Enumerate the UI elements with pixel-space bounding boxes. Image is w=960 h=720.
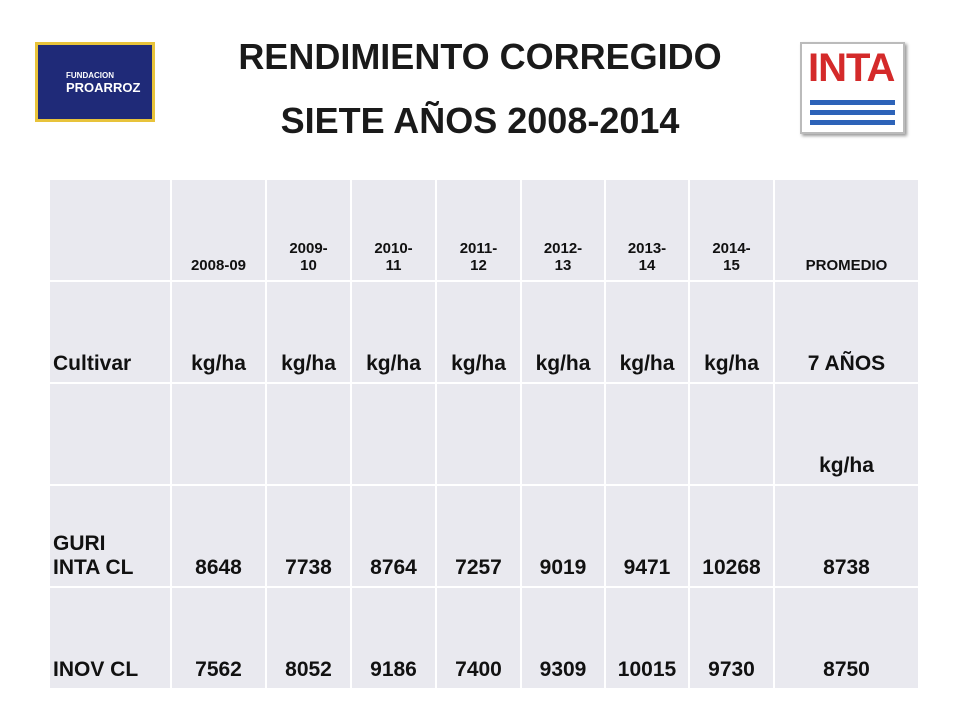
cell-text: 9186 (370, 658, 417, 681)
cell-text: 8738 (823, 556, 870, 579)
table-cell (520, 382, 606, 486)
logo-text: INTA (808, 46, 895, 90)
cell-text: 8764 (370, 556, 417, 579)
title-line: RENDIMIENTO CORREGIDO (238, 36, 722, 77)
cell-text: kg/ha (451, 352, 506, 375)
inta-logo: INTA (800, 42, 905, 134)
table-cell: 9471 (604, 484, 690, 588)
cell-text: 2013-14 (627, 240, 667, 274)
table-cell: 2012-13 (520, 178, 606, 282)
cell-text: 8648 (195, 556, 242, 579)
table-cell: INOV CL (48, 586, 172, 690)
cell-text: Cultivar (53, 352, 132, 375)
stripe (810, 110, 895, 115)
cell-text: 2008-09 (190, 257, 247, 274)
table-cell (350, 382, 437, 486)
table-cell: kg/ha (170, 280, 267, 384)
cell-text: 7562 (195, 658, 242, 681)
table-cell: 9730 (688, 586, 775, 690)
table-cell: PROMEDIO (773, 178, 920, 282)
cell-text: 8750 (823, 658, 870, 681)
table-row: Cultivar kg/ha kg/ha kg/ha kg/ha kg/ha kg/ha kg… (48, 280, 920, 384)
cell-text: kg/ha (535, 352, 591, 375)
table-row: kg/ha (48, 382, 920, 486)
table-cell: 7562 (170, 586, 267, 690)
cell-text: 7400 (455, 658, 502, 681)
table-cell: kg/ha (688, 280, 775, 384)
table-cell: 7400 (435, 586, 522, 690)
table-cell: kg/ha (520, 280, 606, 384)
table-cell (265, 382, 352, 486)
table-cell (435, 382, 522, 486)
cell-text: 10015 (617, 658, 677, 681)
table-cell: 8648 (170, 484, 267, 588)
table-cell (48, 382, 172, 486)
table-cell: 7 AÑOS (773, 280, 920, 384)
table-cell (688, 382, 775, 486)
table-cell: 8052 (265, 586, 352, 690)
cell-text: 9309 (539, 658, 587, 681)
yield-table: 2008-09 2009-10 2010-11 2011-12 2012-13 2013-… (48, 178, 920, 690)
cell-text: kg/ha (366, 352, 421, 375)
cell-text: kg/ha (819, 454, 874, 477)
table-row: GURI INTA CL 8648 7738 8764 7257 9019 9471 1026… (48, 484, 920, 588)
cell-text: 10268 (702, 556, 761, 579)
table-cell: 2013-14 (604, 178, 690, 282)
table-cell: 7738 (265, 484, 352, 588)
stripe (810, 100, 895, 105)
table-cell (48, 178, 172, 282)
table-cell: 9309 (520, 586, 606, 690)
logo-text: PROARROZ (66, 80, 141, 95)
stripe (810, 120, 895, 125)
logo-small-text: FUNDACION (66, 71, 114, 80)
cell-text: 2014-15 (712, 240, 751, 274)
cell-text: 2009-10 (289, 240, 328, 274)
table-cell: kg/ha (265, 280, 352, 384)
cell-text: 7 AÑOS (807, 352, 886, 375)
table-cell: Cultivar (48, 280, 172, 384)
table-cell: 2008-09 (170, 178, 267, 282)
cell-text: 7738 (285, 556, 332, 579)
title-line: SIETE AÑOS 2008-2014 (280, 100, 680, 141)
cell-text: 7257 (455, 556, 502, 579)
cell-text: 2010-11 (374, 240, 413, 274)
table-cell: kg/ha (435, 280, 522, 384)
table-cell: 10268 (688, 484, 775, 588)
table-cell: 8764 (350, 484, 437, 588)
cell-text: 2011-12 (459, 240, 498, 274)
table-cell: 8738 (773, 484, 920, 588)
cell-text: GURI INTA CL (53, 532, 134, 579)
cell-text: kg/ha (191, 352, 246, 375)
table-row: INOV CL 7562 8052 9186 7400 9309 10015 9730 8750 (48, 586, 920, 690)
table-cell: 7257 (435, 484, 522, 588)
cell-text: 9730 (708, 658, 755, 681)
table-cell: 8750 (773, 586, 920, 690)
table-cell: GURI INTA CL (48, 484, 172, 588)
cell-text: 9019 (539, 556, 587, 579)
cell-text: kg/ha (281, 352, 336, 375)
cell-text: 2012-13 (543, 240, 583, 274)
table-cell: 2011-12 (435, 178, 522, 282)
table-cell: 9186 (350, 586, 437, 690)
table-cell: kg/ha (350, 280, 437, 384)
cell-text: 8052 (285, 658, 332, 681)
table-cell: 2014-15 (688, 178, 775, 282)
table-cell: 10015 (604, 586, 690, 690)
cell-text: INOV CL (53, 658, 139, 681)
cell-text: kg/ha (704, 352, 759, 375)
table-cell (170, 382, 267, 486)
cell-text: PROMEDIO (805, 257, 888, 274)
table-cell: kg/ha (604, 280, 690, 384)
table-cell: 2010-11 (350, 178, 437, 282)
table-row: 2008-09 2009-10 2010-11 2011-12 2012-13 2013-… (48, 178, 920, 282)
table-cell: kg/ha (773, 382, 920, 486)
proarroz-logo: FUNDACION PROARROZ (35, 42, 155, 122)
cell-text: kg/ha (619, 352, 675, 375)
table-cell: 9019 (520, 484, 606, 588)
cell-text: 9471 (623, 556, 671, 579)
table-cell (604, 382, 690, 486)
table-cell: 2009-10 (265, 178, 352, 282)
